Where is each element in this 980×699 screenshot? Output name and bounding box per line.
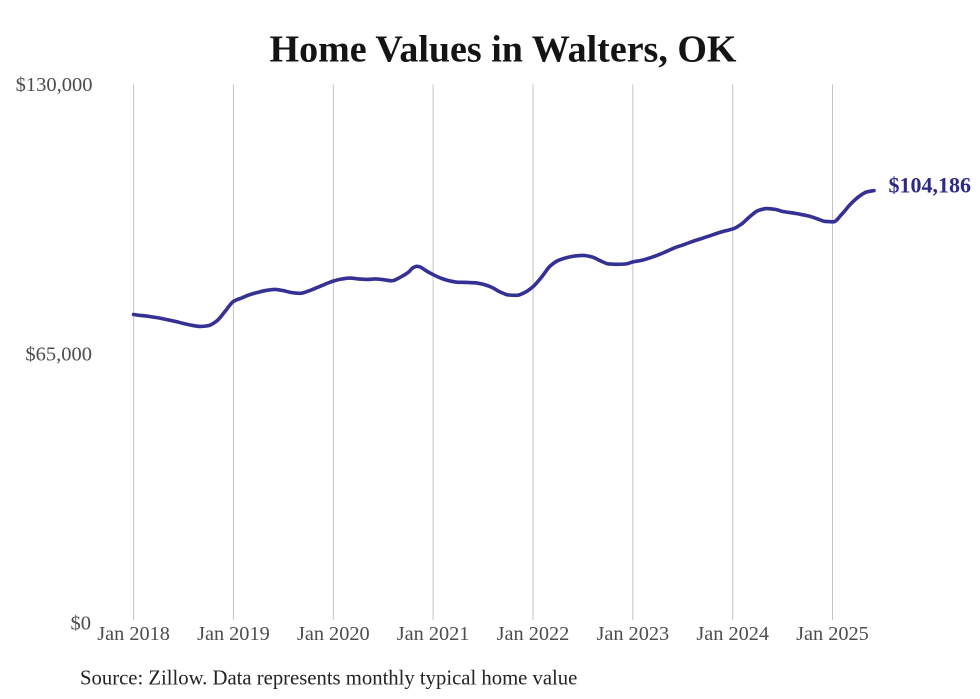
svg-text:Source: Zillow. Data represent: Source: Zillow. Data represents monthly … bbox=[80, 667, 577, 689]
svg-text:Jan 2023: Jan 2023 bbox=[596, 623, 669, 645]
svg-text:Jan 2021: Jan 2021 bbox=[397, 623, 470, 645]
svg-text:Jan 2020: Jan 2020 bbox=[297, 623, 370, 645]
svg-text:Home Values in Walters, OK: Home Values in Walters, OK bbox=[270, 28, 737, 70]
svg-text:$104,186: $104,186 bbox=[889, 172, 972, 197]
svg-text:Jan 2022: Jan 2022 bbox=[497, 623, 570, 645]
svg-text:$0: $0 bbox=[71, 613, 92, 635]
svg-text:Jan 2019: Jan 2019 bbox=[197, 623, 270, 645]
svg-text:Jan 2018: Jan 2018 bbox=[97, 623, 170, 645]
svg-text:$130,000: $130,000 bbox=[16, 74, 93, 96]
svg-text:$65,000: $65,000 bbox=[25, 344, 92, 366]
svg-text:Jan 2024: Jan 2024 bbox=[696, 623, 769, 645]
svg-text:Jan 2025: Jan 2025 bbox=[796, 623, 869, 645]
